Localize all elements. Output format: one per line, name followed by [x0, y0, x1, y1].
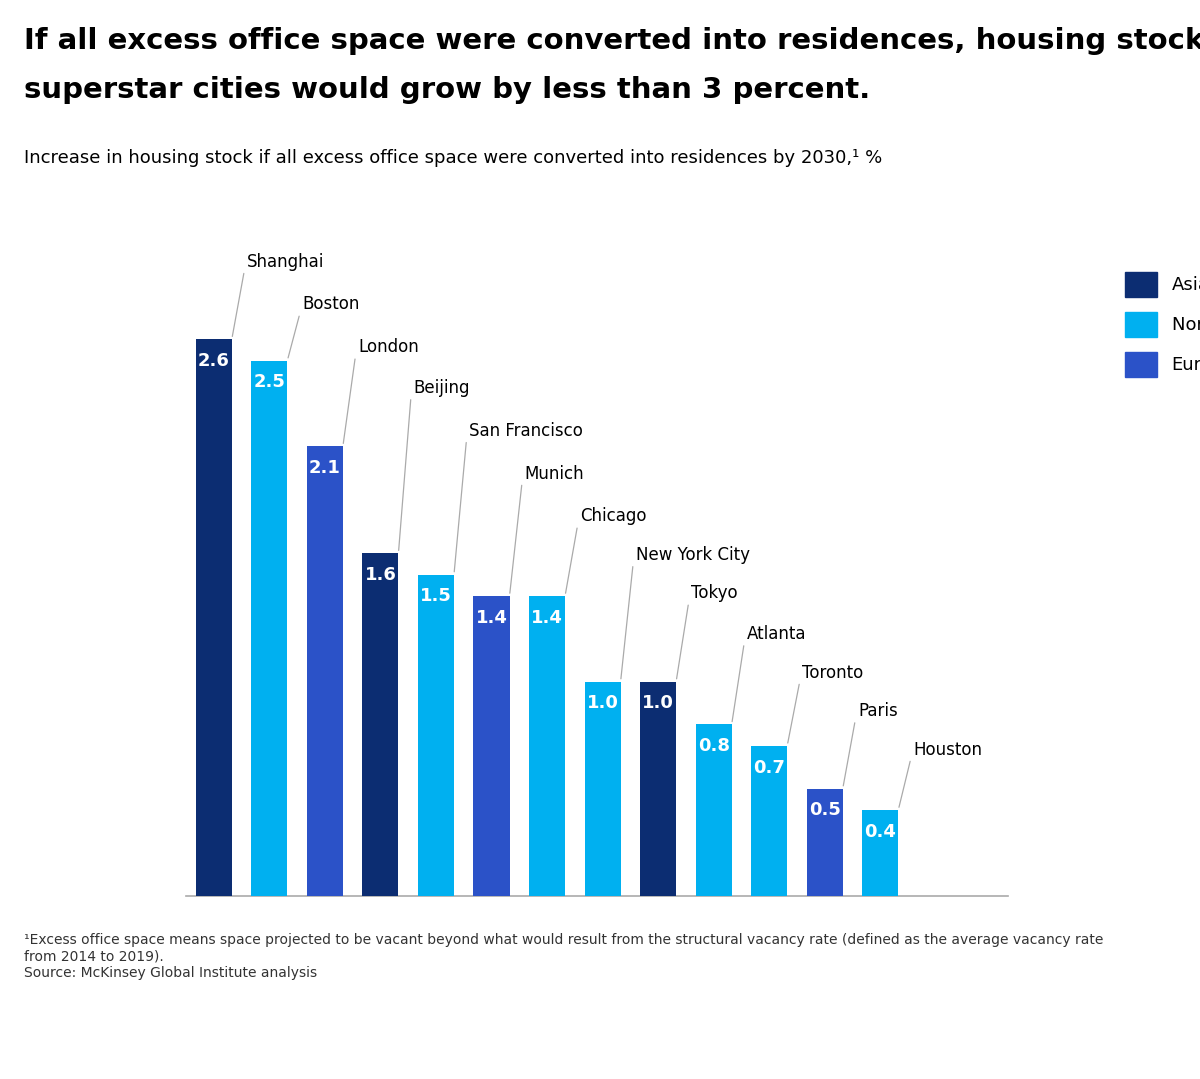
Text: 1.0: 1.0 [587, 695, 618, 712]
Bar [418, 574, 454, 896]
Text: Increase in housing stock if all excess office space were converted into residen: Increase in housing stock if all excess … [24, 149, 882, 167]
Legend: Asia, North America, Europe: Asia, North America, Europe [1116, 262, 1200, 386]
Text: Boston: Boston [302, 296, 360, 314]
Text: Beijing: Beijing [414, 379, 470, 397]
Text: superstar cities would grow by less than 3 percent.: superstar cities would grow by less than… [24, 76, 870, 104]
Bar [529, 596, 565, 896]
Bar [806, 789, 842, 896]
Text: 1.4: 1.4 [532, 609, 563, 627]
Text: Tokyo: Tokyo [691, 585, 738, 602]
Bar [362, 554, 398, 896]
Bar [863, 810, 899, 896]
Text: London: London [358, 339, 419, 356]
Text: If all excess office space were converted into residences, housing stock in: If all excess office space were converte… [24, 27, 1200, 55]
Text: New York City: New York City [636, 546, 750, 564]
Text: 2.5: 2.5 [253, 373, 286, 392]
Bar [584, 682, 620, 896]
Bar [196, 339, 232, 896]
Text: 0.8: 0.8 [697, 737, 730, 755]
Bar [474, 596, 510, 896]
Text: Toronto: Toronto [803, 664, 864, 682]
Text: 2.6: 2.6 [198, 352, 229, 370]
Text: 1.5: 1.5 [420, 587, 452, 605]
Text: 0.4: 0.4 [864, 823, 896, 841]
Text: 1.0: 1.0 [642, 695, 674, 712]
Bar [696, 724, 732, 896]
Bar [640, 682, 676, 896]
Bar [251, 360, 287, 896]
Text: San Francisco: San Francisco [469, 422, 583, 440]
Text: Houston: Houston [913, 740, 983, 759]
Text: Shanghai: Shanghai [247, 252, 324, 271]
Text: ¹Excess office space means space projected to be vacant beyond what would result: ¹Excess office space means space project… [24, 933, 1103, 980]
Text: 0.7: 0.7 [754, 759, 785, 777]
Text: 0.5: 0.5 [809, 802, 841, 819]
Text: 2.1: 2.1 [308, 459, 341, 477]
Text: 1.4: 1.4 [475, 609, 508, 627]
Bar [751, 746, 787, 896]
Text: Paris: Paris [858, 702, 898, 720]
Text: Munich: Munich [524, 465, 584, 482]
Text: Atlanta: Atlanta [746, 625, 806, 643]
Bar [307, 447, 343, 896]
Text: Chicago: Chicago [581, 507, 647, 525]
Text: 1.6: 1.6 [365, 566, 396, 584]
